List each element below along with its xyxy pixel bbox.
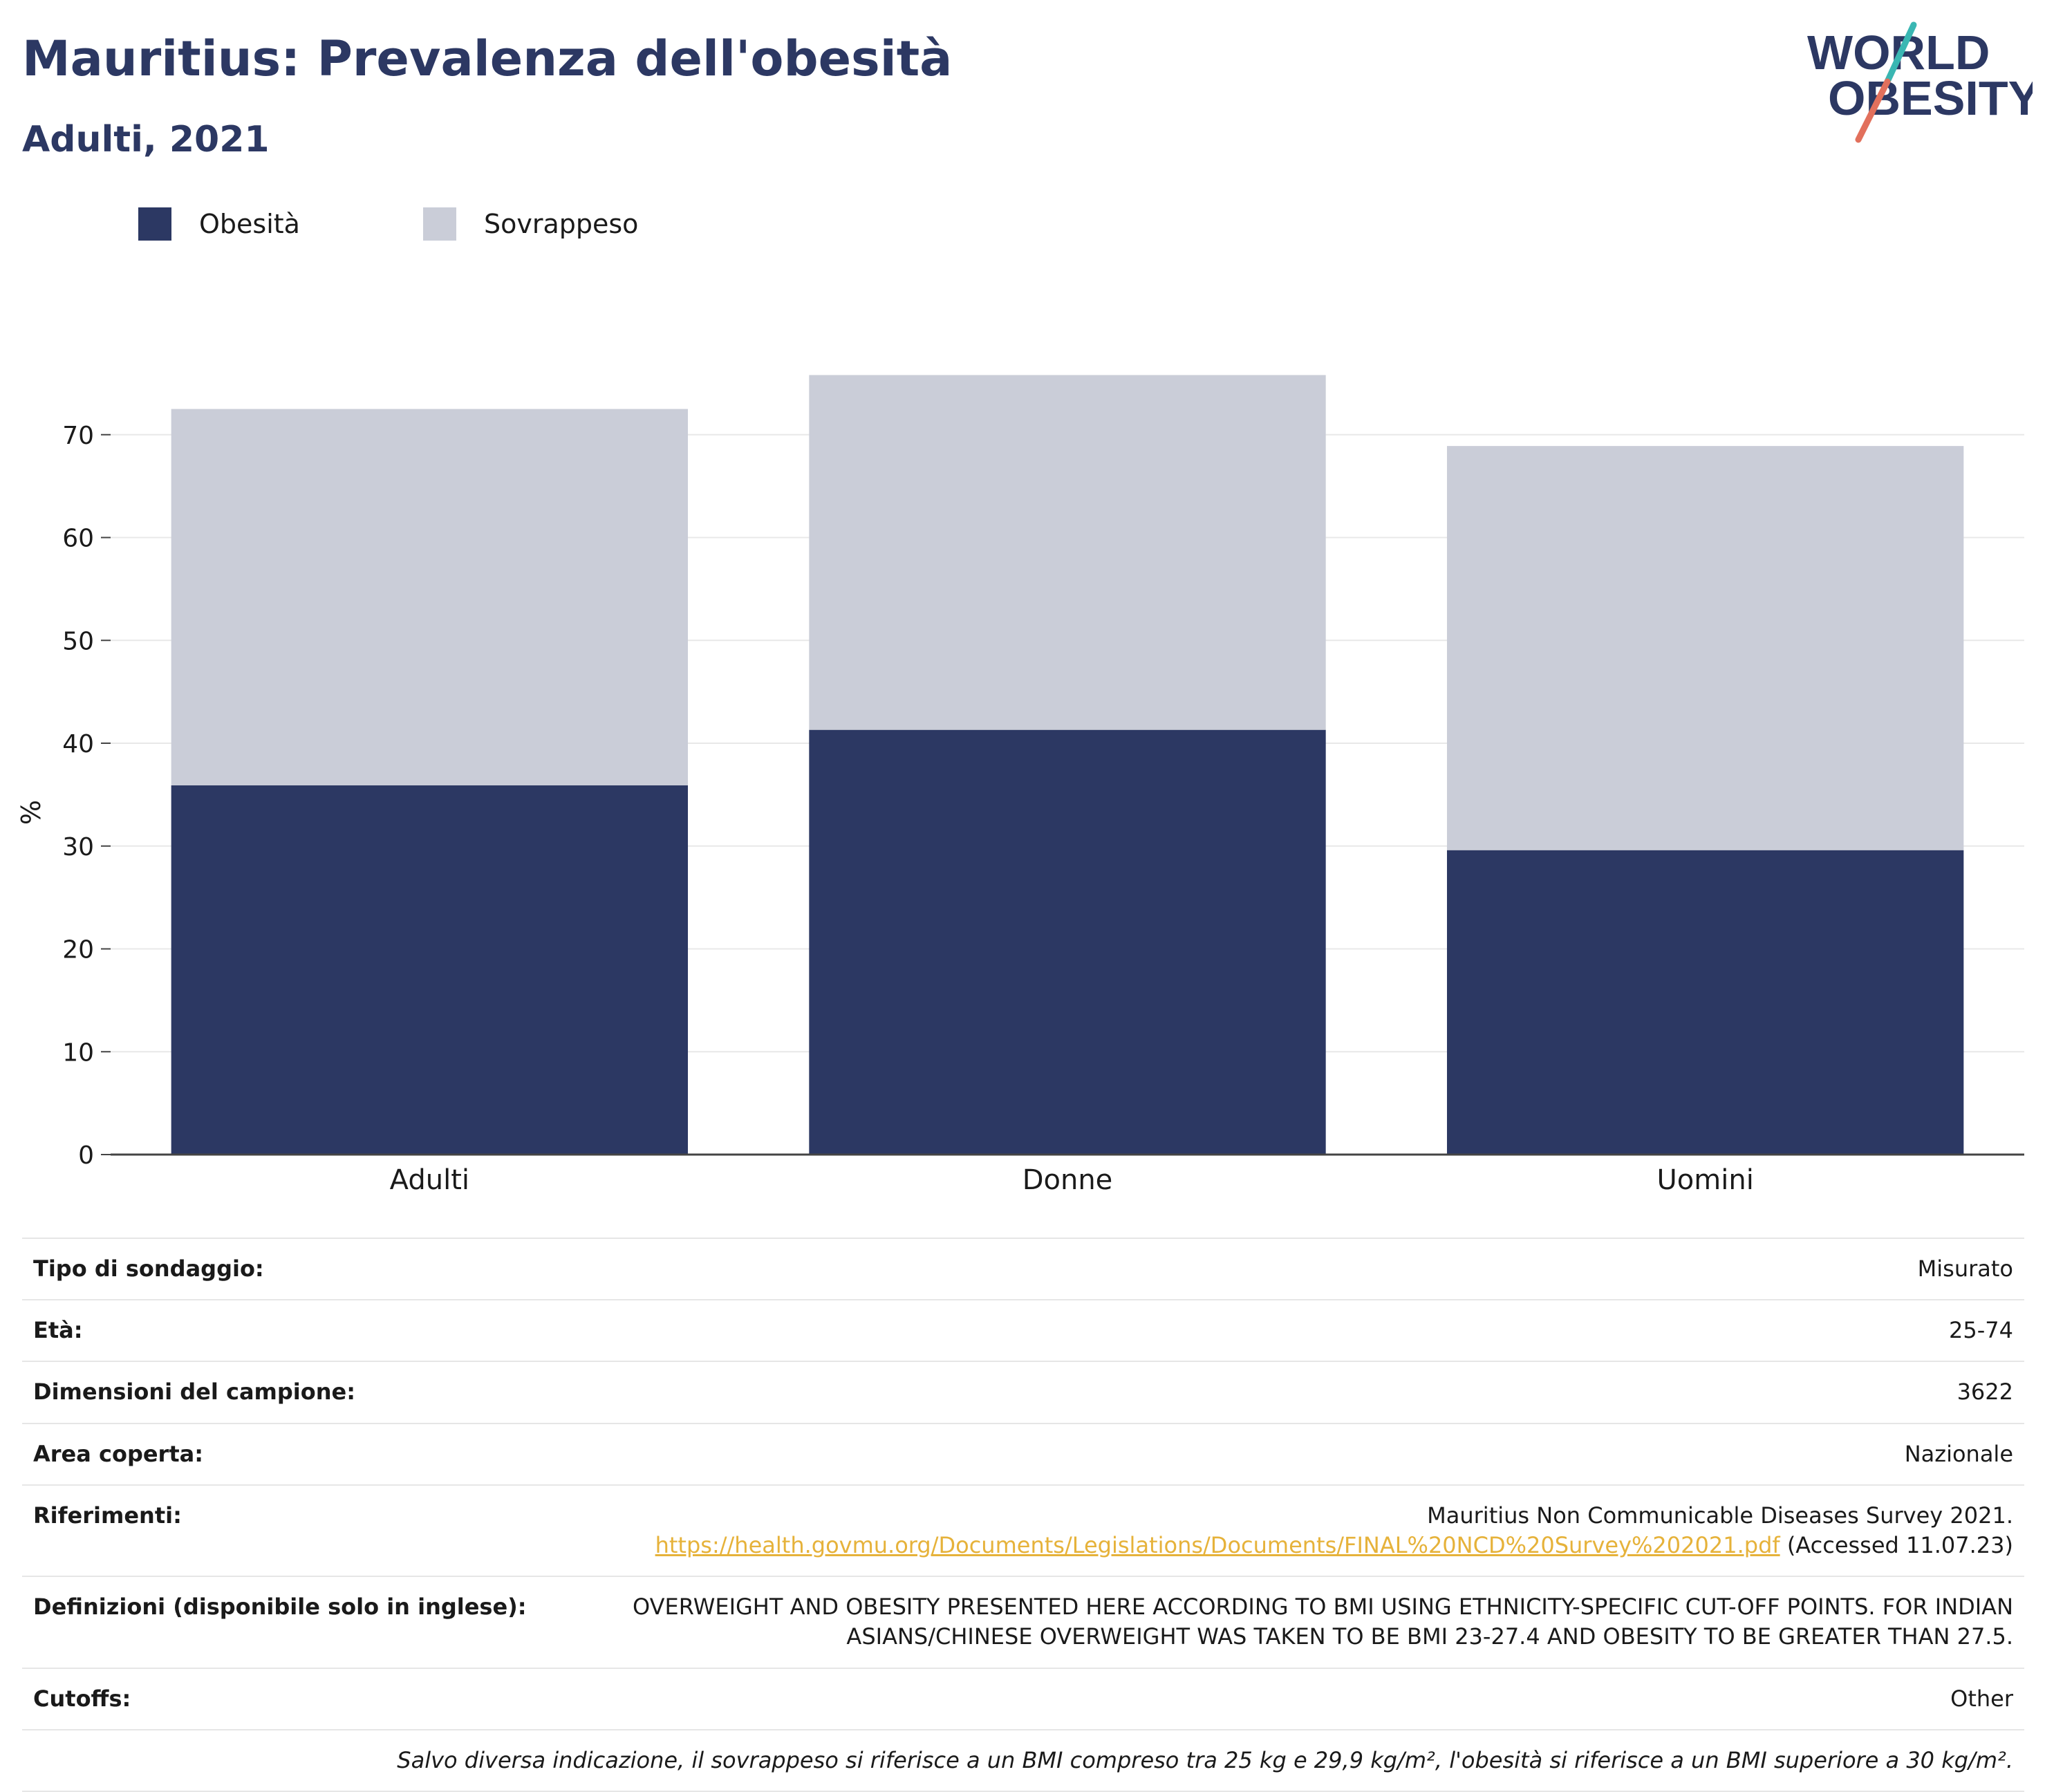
bar-obesita-adulti[interactable] xyxy=(171,785,689,1155)
x-tick-label-donne: Donne xyxy=(1022,1164,1113,1196)
info-key-definitions: Definizioni (disponibile solo in inglese… xyxy=(22,1576,538,1668)
x-tick-label-uomini: Uomini xyxy=(1657,1164,1754,1196)
x-tick-labels: Adulti Donne Uomini xyxy=(390,1164,1754,1196)
info-value-area: Nazionale xyxy=(537,1422,2024,1485)
world-obesity-logo: WORLD OBESITY xyxy=(1807,21,2033,143)
bar-sovrappeso-uomini[interactable] xyxy=(1446,446,1964,850)
info-row-references: Riferimenti: Mauritius Non Communicable … xyxy=(22,1484,2024,1577)
info-key-cutoffs: Cutoffs: xyxy=(22,1667,538,1730)
page-title: Mauritius: Prevalenza dell'obesità xyxy=(22,30,953,87)
info-row-note: Salvo diversa indicazione, il sovrappeso… xyxy=(22,1728,2024,1792)
y-tick-label-0: 0 xyxy=(78,1141,94,1170)
info-value-cutoffs: Other xyxy=(537,1667,2024,1730)
page-subtitle: Adulti, 2021 xyxy=(22,119,270,160)
bar-sovrappeso-donne[interactable] xyxy=(809,375,1326,730)
y-tick-label-70: 70 xyxy=(62,422,94,450)
y-tick-label-60: 60 xyxy=(62,525,94,553)
logo-slash-teal xyxy=(1884,21,1917,85)
info-row-survey-type: Tipo di sondaggio: Misurato xyxy=(22,1237,2024,1300)
info-row-definitions: Definizioni (disponibile solo in inglese… xyxy=(22,1576,2024,1668)
info-key-references: Riferimenti: xyxy=(22,1484,538,1577)
info-row-area: Area coperta: Nazionale xyxy=(22,1422,2024,1485)
info-key-area: Area coperta: xyxy=(22,1422,538,1485)
info-row-sample-size: Dimensioni del campione: 3622 xyxy=(22,1361,2024,1424)
bar-obesita-donne[interactable] xyxy=(809,729,1326,1155)
info-key-survey-type: Tipo di sondaggio: xyxy=(22,1237,538,1300)
info-value-age: 25-74 xyxy=(537,1299,2024,1362)
info-key-sample-size: Dimensioni del campione: xyxy=(22,1361,538,1424)
info-key-age: Età: xyxy=(22,1299,538,1362)
info-value-definitions: OVERWEIGHT AND OBESITY PRESENTED HERE AC… xyxy=(537,1576,2024,1668)
footnote: Salvo diversa indicazione, il sovrappeso… xyxy=(22,1728,2024,1792)
y-tick-labels: 0 10 20 30 40 50 60 70 xyxy=(62,422,111,1170)
reference-accessed: (Accessed 11.07.23) xyxy=(1780,1531,2013,1558)
bar-obesita-uomini[interactable] xyxy=(1446,850,1964,1155)
logo-slash-coral xyxy=(1855,78,1891,143)
info-value-sample-size: 3622 xyxy=(537,1361,2024,1424)
info-row-cutoffs: Cutoffs: Other xyxy=(22,1667,2024,1730)
survey-info-table: Tipo di sondaggio: Misurato Età: 25-74 D… xyxy=(22,1237,2024,1792)
legend-item-obesita[interactable]: Obesità xyxy=(138,205,300,243)
bars-layer xyxy=(171,375,1964,1155)
y-tick-label-40: 40 xyxy=(62,730,94,758)
reference-link[interactable]: https://health.govmu.org/Documents/Legis… xyxy=(655,1531,1780,1558)
y-tick-label-10: 10 xyxy=(62,1038,94,1067)
bar-chart: 0 10 20 30 40 50 60 70 Adulti Donne Uomini % xyxy=(16,375,2024,1196)
legend-label-sovrappeso: Sovrappeso xyxy=(484,209,639,239)
x-tick-label-adulti: Adulti xyxy=(390,1164,469,1196)
y-tick-label-20: 20 xyxy=(62,936,94,964)
y-axis-label: % xyxy=(16,800,46,825)
y-tick-label-50: 50 xyxy=(62,627,94,655)
info-value-survey-type: Misurato xyxy=(537,1237,2024,1300)
legend-label-obesita: Obesità xyxy=(199,209,300,239)
info-row-age: Età: 25-74 xyxy=(22,1299,2024,1362)
y-tick-label-30: 30 xyxy=(62,833,94,861)
info-value-references: Mauritius Non Communicable Diseases Surv… xyxy=(537,1484,2024,1577)
legend-item-sovrappeso[interactable]: Sovrappeso xyxy=(423,205,638,243)
legend-swatch-sovrappeso xyxy=(423,207,456,241)
logo-text-line2: OBESITY xyxy=(1828,71,2033,125)
legend-swatch-obesita xyxy=(138,207,171,241)
bar-sovrappeso-adulti[interactable] xyxy=(171,409,689,785)
reference-title: Mauritius Non Communicable Diseases Surv… xyxy=(1427,1502,2013,1529)
